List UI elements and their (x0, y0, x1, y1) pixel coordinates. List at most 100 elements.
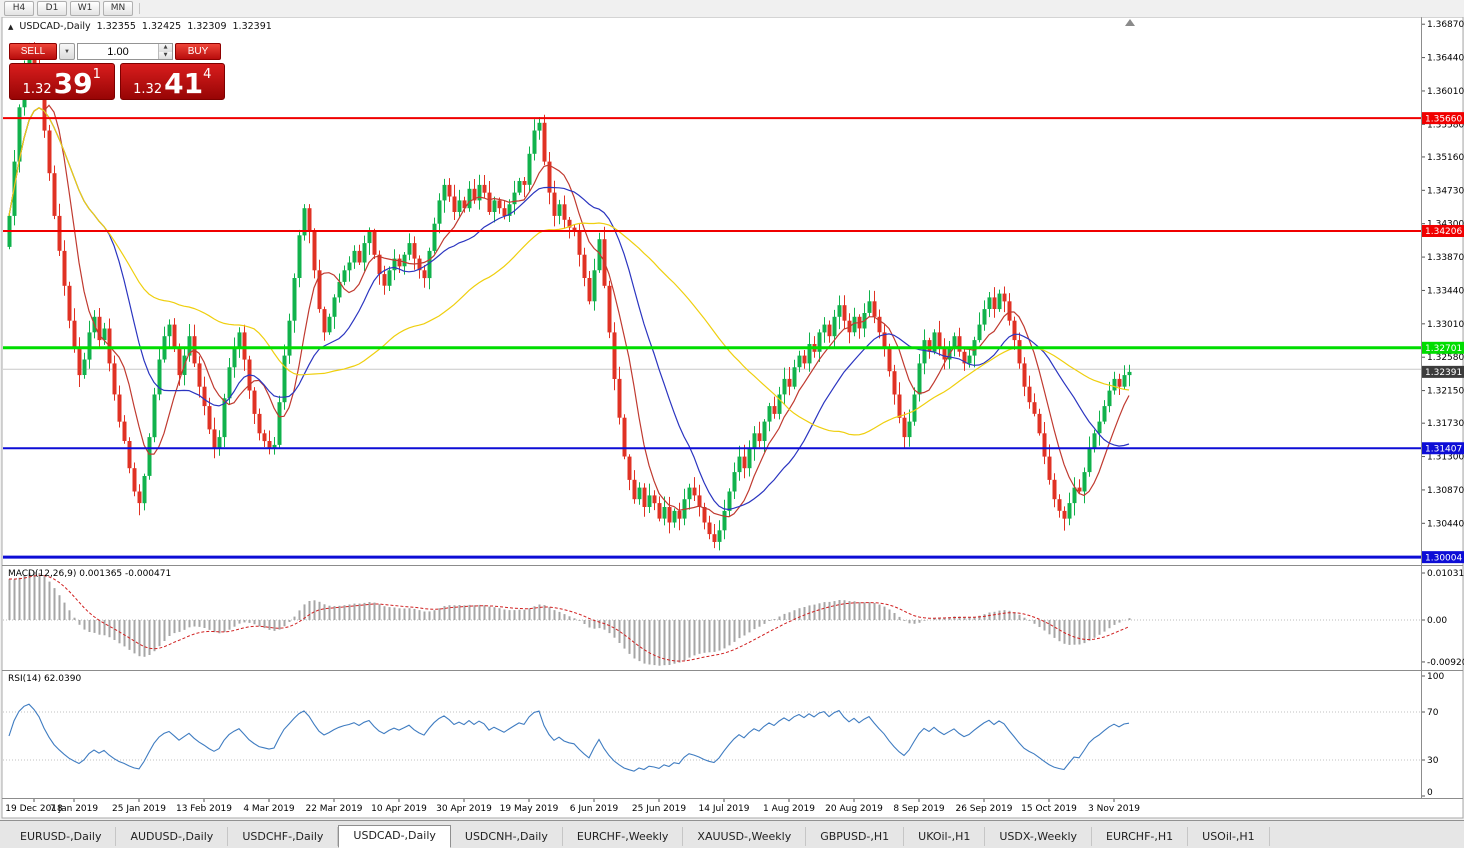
level-tag-1.30004 (1422, 551, 1464, 564)
svg-text:1.32701: 1.32701 (1425, 344, 1462, 354)
period-button-mn[interactable]: MN (103, 1, 133, 16)
chevron-down-icon: ▼ (64, 48, 70, 55)
date-axis-labels: 19 Dec 20187 Jan 2019 25 Jan 2019 13 Feb 2… (5, 799, 1140, 814)
bid-pip-sup: 1 (92, 67, 101, 82)
svg-text:1.31407: 1.31407 (1425, 444, 1462, 454)
time-axis[interactable] (2, 799, 1421, 817)
svg-text:1.32150: 1.32150 (1427, 387, 1464, 397)
svg-text:1.30870: 1.30870 (1427, 486, 1464, 496)
bid-price-display[interactable]: 1.32 39 1 (9, 63, 115, 100)
rsi-line (8, 703, 1130, 772)
svg-text:22 Mar 2019: 22 Mar 2019 (305, 804, 362, 814)
svg-text:1.31300: 1.31300 (1427, 453, 1464, 463)
period-toolbar: H4 D1 W1 MN (0, 0, 1464, 17)
price-axis[interactable] (1422, 18, 1464, 798)
svg-text:70: 70 (1427, 708, 1439, 718)
svg-text:15 Oct 2019: 15 Oct 2019 (1021, 804, 1077, 814)
svg-text:1 Aug 2019: 1 Aug 2019 (763, 804, 815, 814)
ask-price-display[interactable]: 1.32 41 4 (119, 63, 225, 100)
period-button-h4[interactable]: H4 (4, 1, 34, 16)
svg-text:0.010311: 0.010311 (1427, 569, 1464, 579)
ma-line-20 (8, 107, 1130, 511)
period-button-w1[interactable]: W1 (70, 1, 100, 16)
volume-up-button[interactable]: ▲ (159, 44, 172, 52)
svg-text:0: 0 (1427, 788, 1433, 798)
svg-text:30: 30 (1427, 756, 1439, 766)
bid-prefix: 1.32 (22, 82, 52, 97)
ask-pip-sup: 4 (203, 67, 212, 82)
chart-title: USDCAD-,Daily (19, 21, 91, 32)
ohlc-close: 1.32391 (232, 21, 272, 32)
svg-text:1.34730: 1.34730 (1427, 186, 1464, 196)
svg-text:1.32580: 1.32580 (1427, 353, 1464, 363)
ask-big-digits: 41 (164, 67, 204, 100)
svg-text:1.33010: 1.33010 (1427, 320, 1464, 330)
ohlc-low: 1.32309 (187, 21, 227, 32)
svg-text:25 Jan 2019: 25 Jan 2019 (112, 804, 166, 814)
rsi-label: RSI(14) 62.0390 (8, 674, 82, 684)
chart-tab-usdx-weekly[interactable]: USDX-,Weekly (985, 827, 1093, 846)
chart-tab-ukoil-h1[interactable]: UKOil-,H1 (904, 827, 986, 846)
volume-input[interactable] (78, 44, 158, 59)
toolbar-divider (139, 3, 140, 14)
chart-tabbar: EURUSD-,Daily AUDUSD-,Daily USDCHF-,Daily U… (0, 820, 1464, 848)
macd-histogram (8, 571, 1131, 666)
svg-text:7 Jan 2019: 7 Jan 2019 (50, 804, 98, 814)
chart-tab-eurchf-h1[interactable]: EURCHF-,H1 (1092, 827, 1189, 846)
ohlc-open: 1.32355 (96, 21, 136, 32)
volume-dropdown-button[interactable]: ▼ (59, 43, 75, 60)
chart-tab-xauusd-weekly[interactable]: XAUUSD-,Weekly (683, 827, 807, 846)
svg-text:25 Jun 2019: 25 Jun 2019 (632, 804, 686, 814)
chart-tab-eurchf-weekly[interactable]: EURCHF-,Weekly (563, 827, 684, 846)
svg-text:4 Mar 2019: 4 Mar 2019 (243, 804, 295, 814)
svg-text:0.00: 0.00 (1427, 616, 1447, 626)
svg-text:1.35160: 1.35160 (1427, 153, 1464, 163)
svg-text:1.34300: 1.34300 (1427, 220, 1464, 230)
svg-text:1.35660: 1.35660 (1425, 114, 1462, 124)
buy-button[interactable]: BUY (175, 43, 221, 60)
ma-line-50 (8, 107, 1130, 436)
svg-text:1.36440: 1.36440 (1427, 54, 1464, 64)
chart-symbol-header: ▲ USDCAD-,Daily 1.32355 1.32425 1.32309 … (8, 21, 272, 32)
chart-tab-usdcad-daily[interactable]: USDCAD-,Daily (338, 825, 451, 848)
chart-tab-usoil-h1[interactable]: USOil-,H1 (1188, 827, 1270, 846)
current-price-tag (1422, 365, 1464, 378)
volume-field: ▲ ▼ (77, 43, 173, 60)
sell-button[interactable]: SELL (9, 43, 57, 60)
chart-tab-usdcnh-daily[interactable]: USDCNH-,Daily (451, 827, 563, 846)
svg-text:1.36870: 1.36870 (1427, 20, 1464, 30)
svg-text:13 Feb 2019: 13 Feb 2019 (176, 804, 232, 814)
svg-text:-0.009203: -0.009203 (1427, 658, 1464, 668)
svg-text:100: 100 (1427, 672, 1444, 682)
period-button-d1[interactable]: D1 (37, 1, 67, 16)
chart-background (1, 16, 1464, 819)
svg-text:30 Apr 2019: 30 Apr 2019 (436, 804, 492, 814)
macd-label: MACD(12,26,9) 0.001365 -0.000471 (8, 569, 172, 579)
level-tag-1.34206 (1422, 224, 1464, 237)
volume-down-button[interactable]: ▼ (159, 51, 172, 59)
chart-shift-marker-icon[interactable] (1125, 19, 1135, 26)
one-click-trading-panel: SELL ▼ ▲ ▼ BUY 1.32 39 1 1.32 41 4 (9, 43, 225, 100)
chart-tab-eurusd-daily[interactable]: EURUSD-,Daily (6, 827, 117, 846)
svg-text:1.33870: 1.33870 (1427, 253, 1464, 263)
svg-text:1.32391: 1.32391 (1425, 368, 1462, 378)
svg-text:19 May 2019: 19 May 2019 (500, 804, 559, 814)
ask-prefix: 1.32 (133, 82, 163, 97)
chart-tab-audusd-daily[interactable]: AUDUSD-,Daily (116, 827, 229, 846)
svg-text:1.31730: 1.31730 (1427, 419, 1464, 429)
volume-spinner: ▲ ▼ (158, 44, 172, 59)
svg-text:10 Apr 2019: 10 Apr 2019 (371, 804, 427, 814)
svg-text:14 Jul 2019: 14 Jul 2019 (699, 804, 750, 814)
svg-text:1.36010: 1.36010 (1427, 87, 1464, 97)
level-tag-1.32701 (1422, 341, 1464, 354)
ma-line-8 (8, 104, 1130, 518)
chart-tab-gbpusd-h1[interactable]: GBPUSD-,H1 (806, 827, 905, 846)
svg-text:6 Jun 2019: 6 Jun 2019 (570, 804, 619, 814)
svg-text:19 Dec 2018: 19 Dec 2018 (5, 804, 63, 814)
chart-tab-usdchf-daily[interactable]: USDCHF-,Daily (228, 827, 339, 846)
svg-text:3 Nov 2019: 3 Nov 2019 (1088, 804, 1140, 814)
svg-text:1.30004: 1.30004 (1425, 553, 1462, 563)
chart-icon: ▲ (8, 22, 14, 31)
